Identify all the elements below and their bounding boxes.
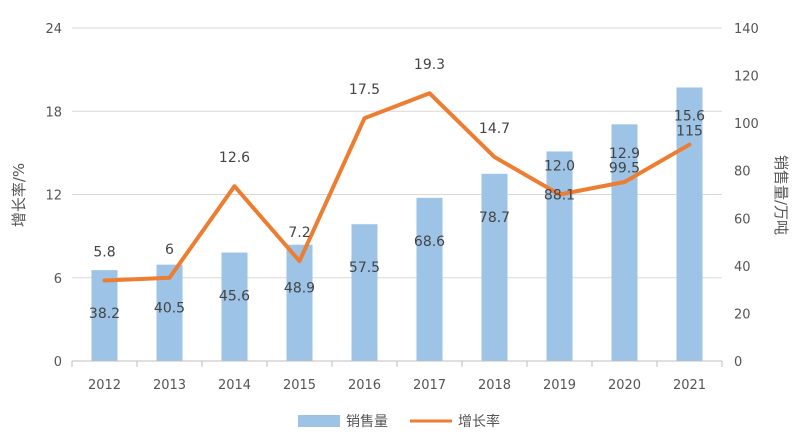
y-left-tick-label: 0 xyxy=(54,355,62,370)
bar-data-label: 88.1 xyxy=(544,187,575,203)
line-data-label: 14.7 xyxy=(479,121,510,137)
line-data-label: 5.8 xyxy=(93,245,115,261)
line-point xyxy=(299,260,300,262)
y-right-tick-label: 40 xyxy=(734,260,751,275)
y-right-tick-label: 100 xyxy=(734,117,759,132)
bar xyxy=(221,252,248,361)
bar-data-label: 99.5 xyxy=(609,160,640,176)
y-right-tick-label: 140 xyxy=(734,22,759,37)
legend-label-bar: 销售量 xyxy=(346,414,388,430)
line-point xyxy=(429,92,430,94)
line-data-label: 12.0 xyxy=(544,159,575,175)
y-axis-right-title: 销售量/万吨 xyxy=(772,155,790,235)
line-data-label: 12.9 xyxy=(609,146,640,162)
line-data-label: 17.5 xyxy=(349,82,380,98)
bar-data-label: 45.6 xyxy=(219,289,250,305)
bar xyxy=(156,264,183,361)
x-tick-label: 2014 xyxy=(218,378,251,393)
line-point xyxy=(104,280,105,282)
y-right-tick-label: 120 xyxy=(734,70,759,85)
y-axis-left-title: 增长率/% xyxy=(10,163,28,227)
bar xyxy=(416,197,443,361)
bar-data-label: 78.7 xyxy=(479,210,510,226)
y-right-tick-label: 20 xyxy=(734,307,751,322)
x-tick-label: 2015 xyxy=(283,378,316,393)
bar-data-label: 115 xyxy=(676,123,703,139)
legend: 销售量 增长率 xyxy=(298,413,500,430)
line-data-label: 19.3 xyxy=(414,57,445,73)
line-point xyxy=(169,277,170,279)
bar-series xyxy=(91,87,703,361)
line-data-label: 7.2 xyxy=(288,225,310,241)
line-point xyxy=(234,185,235,187)
bar-data-label: 48.9 xyxy=(284,281,315,297)
bar xyxy=(286,244,313,361)
line-path xyxy=(102,91,692,283)
x-tick-label: 2021 xyxy=(673,378,706,393)
y-axis-right: 0 20 40 60 80 100 120 140 xyxy=(734,22,759,370)
line-point xyxy=(624,181,625,183)
y-axis-left: 0 6 12 18 24 xyxy=(45,22,62,370)
bar-data-label: 68.6 xyxy=(414,234,445,250)
line-point xyxy=(364,117,365,119)
y-right-tick-label: 0 xyxy=(734,355,742,370)
line-point xyxy=(559,194,560,195)
legend-label-line: 增长率 xyxy=(458,413,500,430)
bar xyxy=(611,124,638,361)
x-axis: 2012 2013 2014 2015 2016 2017 2018 2019 2020 2021 xyxy=(71,360,723,393)
y-left-tick-label: 12 xyxy=(45,189,62,204)
line-point xyxy=(494,156,495,158)
data-labels: 38.2 40.5 45.6 48.9 57.5 68.6 78.7 88.1 99.5 115 5… xyxy=(89,57,705,322)
y-right-tick-label: 80 xyxy=(734,165,751,180)
bar-data-label: 38.2 xyxy=(89,306,120,322)
x-tick-label: 2016 xyxy=(348,378,381,393)
bar xyxy=(481,173,508,361)
y-left-tick-label: 18 xyxy=(45,105,62,120)
y-right-tick-label: 60 xyxy=(734,212,751,227)
bar xyxy=(546,151,573,361)
bar-data-label: 57.5 xyxy=(349,260,380,276)
x-tick-label: 2020 xyxy=(608,378,641,393)
line-series xyxy=(102,91,692,283)
x-tick-label: 2013 xyxy=(153,378,186,393)
line-data-label: 12.6 xyxy=(219,150,250,166)
x-tick-label: 2019 xyxy=(543,378,576,393)
y-left-tick-label: 24 xyxy=(45,22,62,37)
legend-swatch-bar xyxy=(298,415,340,427)
bar-data-label: 40.5 xyxy=(154,301,185,317)
y-left-tick-label: 6 xyxy=(54,272,62,287)
bar xyxy=(351,224,378,361)
x-tick-label: 2012 xyxy=(88,378,121,393)
x-tick-label: 2017 xyxy=(413,378,446,393)
x-tick-label: 2018 xyxy=(478,378,511,393)
bar xyxy=(91,270,118,361)
line-point xyxy=(689,144,690,146)
bar xyxy=(676,87,703,361)
line-data-label: 15.6 xyxy=(674,109,705,125)
line-data-label: 6 xyxy=(165,242,174,258)
